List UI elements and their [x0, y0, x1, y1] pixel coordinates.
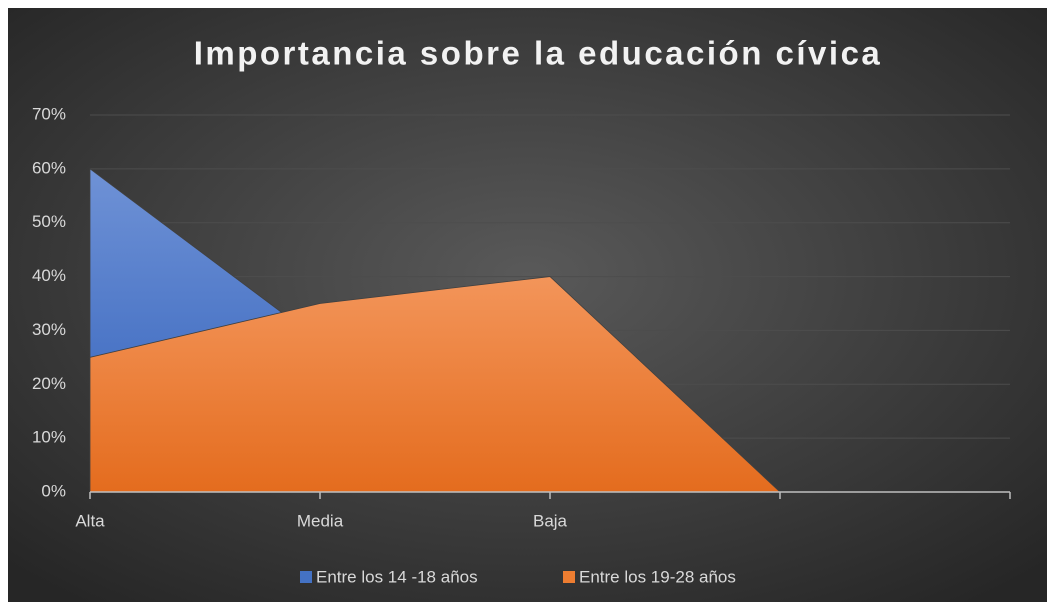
legend-label: Entre los 19-28 años	[579, 567, 736, 586]
y-tick-label: 40%	[32, 266, 66, 285]
area	[89, 276, 1010, 493]
legend-label: Entre los 14 -18 años	[316, 567, 478, 586]
y-tick-label: 10%	[32, 428, 66, 447]
y-tick-label: 60%	[32, 158, 66, 177]
legend-swatch	[300, 571, 312, 583]
y-tick-label: 50%	[32, 212, 66, 231]
legend-swatch	[563, 571, 575, 583]
chart-title: Importancia sobre la educación cívica	[194, 35, 883, 72]
y-tick-label: 20%	[32, 374, 66, 393]
x-tick-label: Baja	[533, 511, 568, 530]
y-tick-label: 30%	[32, 320, 66, 339]
y-tick-label: 70%	[32, 104, 66, 123]
x-tick-label: Media	[297, 511, 344, 530]
y-tick-label: 0%	[41, 481, 66, 500]
x-tick-label: Alta	[75, 511, 105, 530]
